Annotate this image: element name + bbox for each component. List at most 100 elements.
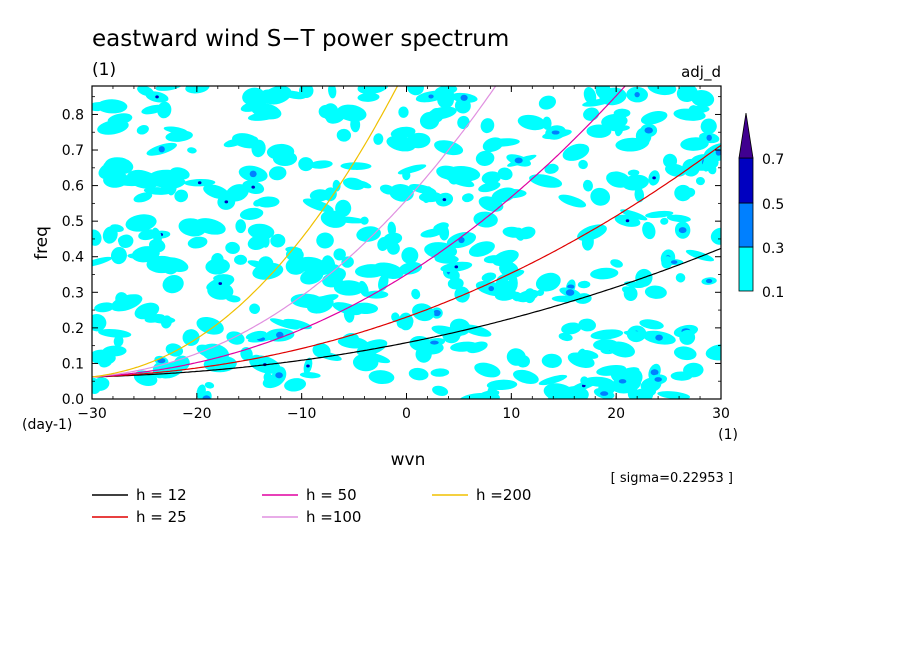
contour-patch (430, 368, 450, 377)
contour-patch (298, 157, 314, 172)
contour-patch (266, 143, 295, 160)
contour-patch (462, 193, 474, 203)
contour-patch-mid (488, 285, 495, 292)
x-tick-label: −10 (287, 406, 317, 422)
contour-patch (364, 290, 389, 299)
contour-patch (234, 254, 248, 265)
contour-patch (459, 392, 490, 399)
contour-patch (211, 253, 224, 266)
contour-patch-high (652, 176, 656, 180)
contour-patch (621, 286, 637, 296)
y-axis-label: freq (32, 226, 52, 260)
chart-title: eastward wind S−T power spectrum (92, 26, 509, 52)
plot-area (92, 86, 721, 399)
contour-patch (620, 209, 648, 221)
legend-label: h = 50 (306, 486, 357, 504)
contour-patch (590, 329, 624, 340)
contour-patch-mid (551, 130, 560, 135)
contour-patch (408, 367, 429, 381)
x-tick-label: 20 (607, 406, 625, 422)
contour-patch (558, 194, 587, 208)
contour-patch (165, 130, 193, 142)
contour-patch (580, 376, 589, 385)
contour-patch (398, 312, 414, 331)
contour-patch (449, 318, 471, 336)
contour-patch (601, 113, 628, 130)
contour-patch-high (197, 181, 202, 185)
contour-patch (398, 106, 409, 118)
x-axis: −30 −20 −10 0 10 20 30 (77, 86, 730, 422)
contour-patch-mid (670, 260, 678, 265)
contour-patch (640, 111, 668, 125)
contour-patch (356, 339, 388, 356)
contour-patch (92, 377, 110, 391)
contour-patch (610, 259, 623, 268)
contour-patch (282, 90, 307, 100)
contour-patch (407, 86, 424, 96)
contour-patch (680, 137, 709, 151)
contour-patch (626, 368, 643, 387)
contour-patch (454, 286, 470, 303)
contour-patch (518, 226, 536, 240)
contour-patch (333, 248, 346, 261)
contour-patch-mid (634, 92, 640, 98)
contour-patch (679, 371, 692, 380)
contour-patch (432, 385, 449, 396)
contour-patch-high (454, 265, 459, 269)
contour-patch (613, 108, 631, 118)
contour-patch (496, 188, 527, 199)
contour-patch (316, 232, 334, 249)
contour-patch (261, 89, 284, 101)
contour-patch (642, 221, 656, 240)
contour-patch (92, 102, 120, 110)
contour-patch (657, 391, 691, 399)
contour-patch (577, 280, 591, 289)
contour-patch (92, 256, 113, 268)
contour-patch (397, 164, 427, 175)
contour-patch (312, 343, 331, 359)
contour-patch (583, 86, 597, 105)
contour-patch (103, 157, 127, 169)
contour-patch (542, 116, 552, 130)
y-axis-unit: (day-1) (22, 417, 72, 433)
contour-patch (102, 345, 127, 357)
contour-patch (450, 341, 478, 352)
contour-patch (582, 179, 593, 192)
colorbar-label: 0.7 (762, 152, 784, 168)
contour-patch (337, 336, 368, 349)
y-tick-label: 0.0 (62, 392, 84, 408)
contour-patch (581, 233, 594, 251)
contour-patch (249, 136, 259, 148)
contour-patch (113, 335, 124, 347)
contour-patch (336, 128, 352, 142)
dispersion-curves (92, 86, 721, 378)
contour-patch (420, 228, 443, 238)
contour-patch (576, 348, 586, 364)
x-tick-label: 30 (712, 406, 730, 422)
contour-patch (596, 364, 627, 376)
contour-patch (110, 294, 143, 312)
contour-patch (538, 374, 568, 386)
contour-patch-high (218, 282, 223, 286)
contour-patch (302, 198, 334, 213)
y-tick-label: 0.3 (62, 285, 84, 301)
contour-patch (225, 295, 241, 303)
contour-patch (524, 288, 536, 304)
contour-patch (558, 332, 573, 342)
contour-patch (685, 249, 715, 262)
dispersion-curve (92, 86, 497, 378)
contour-patch (332, 179, 341, 192)
contour-patch (578, 159, 588, 170)
chart-subtitle-right: adj_d (681, 63, 721, 82)
dispersion-curve (92, 247, 721, 378)
contour-patch (245, 330, 267, 340)
contour-patch (595, 86, 611, 99)
contour-patch-mid (514, 157, 523, 164)
x-axis-label: wvn (391, 450, 426, 470)
contour-patch (94, 302, 115, 313)
y-tick-label: 0.1 (62, 356, 84, 372)
contour-patch (325, 109, 346, 124)
y-tick-label: 0.5 (62, 214, 84, 230)
y-tick-label: 0.2 (62, 321, 84, 337)
contour-patch (269, 318, 299, 330)
